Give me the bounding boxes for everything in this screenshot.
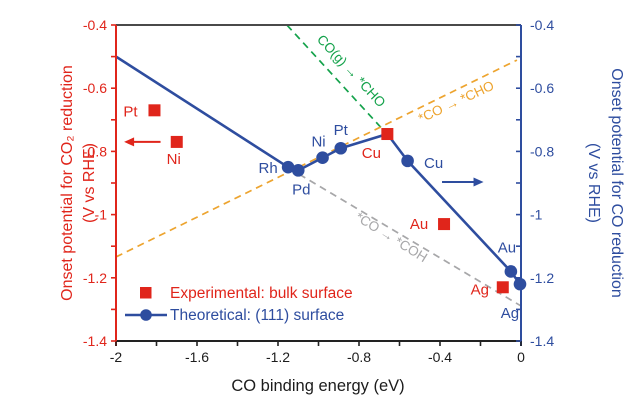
experimental-point-au: [438, 218, 451, 231]
reaction-line-co-gas-to-cho: [286, 24, 388, 135]
right-axis-arrow-head-icon: [473, 177, 484, 187]
experimental-point-cu: [381, 128, 394, 141]
left-axis-tick-label: -0.6: [83, 80, 107, 96]
experimental-point-ni: [170, 135, 183, 148]
x-axis-tick-label: -0.4: [428, 349, 452, 365]
left-axis-tick-label: -1.4: [83, 333, 107, 349]
theoretical-point-label-au: Au: [498, 239, 516, 256]
right-axis-title-line2: (V vs RHE): [585, 143, 602, 223]
experimental-point-label-ag: Ag: [471, 281, 489, 298]
experimental-point-label-cu: Cu: [362, 145, 381, 162]
right-axis-tick-label: -0.6: [530, 80, 554, 96]
theoretical-point-cu: [401, 154, 414, 168]
legend-marker-square-icon: [140, 287, 152, 299]
theoretical-point-label-pt: Pt: [334, 122, 349, 139]
theoretical-point-label-cu: Cu: [424, 155, 443, 172]
right-axis-tick-label: -0.8: [530, 143, 554, 159]
left-axis-tick-label: -1: [95, 207, 108, 223]
left-axis-title-line2: (V vs RHE): [81, 143, 98, 223]
experimental-point-label-ni: Ni: [167, 151, 181, 168]
right-axis-tick-label: -1.4: [530, 333, 554, 349]
legend-label-theoretical: Theoretical: (111) surface: [170, 307, 344, 324]
x-axis-tick-label: -2: [110, 349, 123, 365]
x-axis-tick-label: -1.2: [266, 349, 290, 365]
right-axis-tick-label: -1.2: [530, 270, 554, 286]
experimental-point-pt: [148, 104, 161, 117]
right-axis-title-line1: Onset potential for CO reduction: [608, 68, 625, 297]
x-axis-title: CO binding energy (eV): [231, 377, 404, 395]
reaction-line-label-co-gas-to-cho: CO(g) → *CHO: [314, 32, 388, 110]
left-axis-tick-label: -0.4: [83, 17, 107, 33]
experimental-point-label-au: Au: [410, 216, 428, 233]
x-axis-tick-label: -1.6: [185, 349, 209, 365]
theoretical-point-label-rh: Rh: [259, 160, 278, 177]
x-axis-tick-label: -0.8: [347, 349, 371, 365]
legend-label-experimental: Experimental: bulk surface: [170, 285, 353, 302]
legend: Experimental: bulk surface Theoretical: (…: [125, 285, 353, 324]
right-axis-tick-label: -1: [530, 207, 543, 223]
theoretical-point-pd: [291, 164, 305, 177]
reaction-line-co-to-cho: [115, 59, 518, 258]
left-axis-arrow-head-icon: [124, 137, 135, 147]
theoretical-point-label-ni: Ni: [311, 134, 325, 151]
theoretical-point-pt: [334, 141, 348, 155]
right-axis-tick-label: -0.4: [530, 17, 554, 33]
reaction-line-co-to-coh: [288, 167, 522, 307]
theoretical-point-rh: [281, 160, 295, 174]
experimental-point-ag: [496, 281, 509, 294]
left-axis-tick-label: -1.2: [83, 270, 107, 286]
left-axis-tick-label: -0.8: [83, 143, 107, 159]
reaction-line-label-co-to-cho: *CO → *CHO: [416, 78, 496, 126]
x-axis-tick-label: 0: [517, 349, 525, 365]
experimental-point-label-pt: Pt: [123, 103, 138, 120]
theoretical-point-label-ag: Ag: [501, 305, 519, 322]
legend-marker-circle-icon: [140, 309, 152, 321]
theoretical-point-ag: [513, 277, 527, 291]
theoretical-line: [115, 55, 522, 285]
theoretical-point-au: [504, 265, 518, 278]
left-axis-title-line1: Onset potential for CO₂ reduction: [59, 65, 76, 301]
theoretical-point-ni: [316, 151, 329, 165]
theoretical-point-label-pd: Pd: [292, 181, 310, 198]
